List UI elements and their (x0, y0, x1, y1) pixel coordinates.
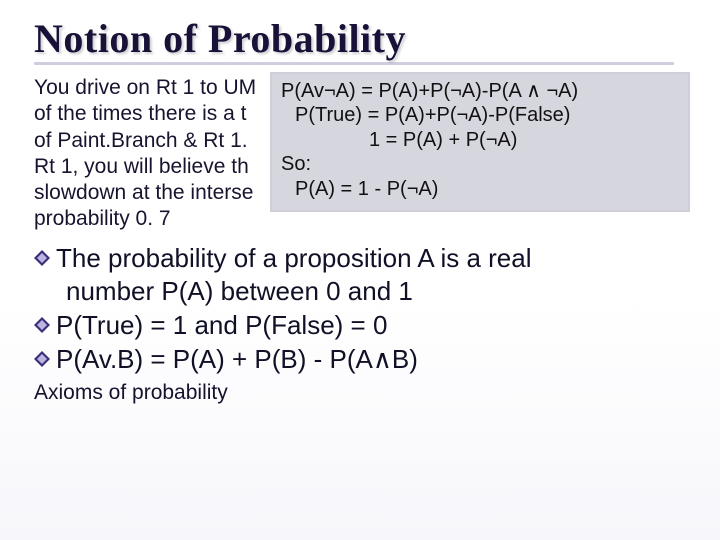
body-bullets: The probability of a proposition A is a … (34, 243, 682, 376)
bullet-2-text: P(True) = 1 and P(False) = 0 (56, 310, 387, 342)
diamond-bullet-icon (34, 250, 56, 266)
bullet-1-text-b: number P(A) between 0 and 1 (66, 276, 682, 308)
bullet-3-text: P(Av.B) = P(A) + P(B) - P(A∧B) (56, 344, 418, 376)
title-rule (34, 62, 674, 65)
bullet-1-text-a: The probability of a proposition A is a … (56, 243, 532, 275)
overlay-eq-4: P(A) = 1 - P(¬A) (295, 177, 679, 201)
diamond-bullet-icon (34, 317, 56, 333)
overlay-eq-1: P(Av¬A) = P(A)+P(¬A)-P(A ∧ ¬A) (281, 79, 679, 103)
overlay-eq-3: 1 = P(A) + P(¬A) (369, 128, 679, 152)
bullet-item-3: P(Av.B) = P(A) + P(B) - P(A∧B) (34, 344, 682, 376)
overlay-so: So: (281, 152, 679, 176)
bullet-item-1: The probability of a proposition A is a … (34, 243, 682, 275)
slide-title: Notion of Probability (34, 18, 686, 60)
slide: Notion of Probability You drive on Rt 1 … (0, 0, 720, 540)
overlay-eq-2: P(True) = P(A)+P(¬A)-P(False) (295, 103, 679, 127)
axioms-caption: Axioms of probability (34, 381, 686, 405)
derivation-overlay: P(Av¬A) = P(A)+P(¬A)-P(A ∧ ¬A) P(True) =… (270, 72, 690, 212)
bullet-item-2: P(True) = 1 and P(False) = 0 (34, 310, 682, 342)
diamond-bullet-icon (34, 351, 56, 367)
